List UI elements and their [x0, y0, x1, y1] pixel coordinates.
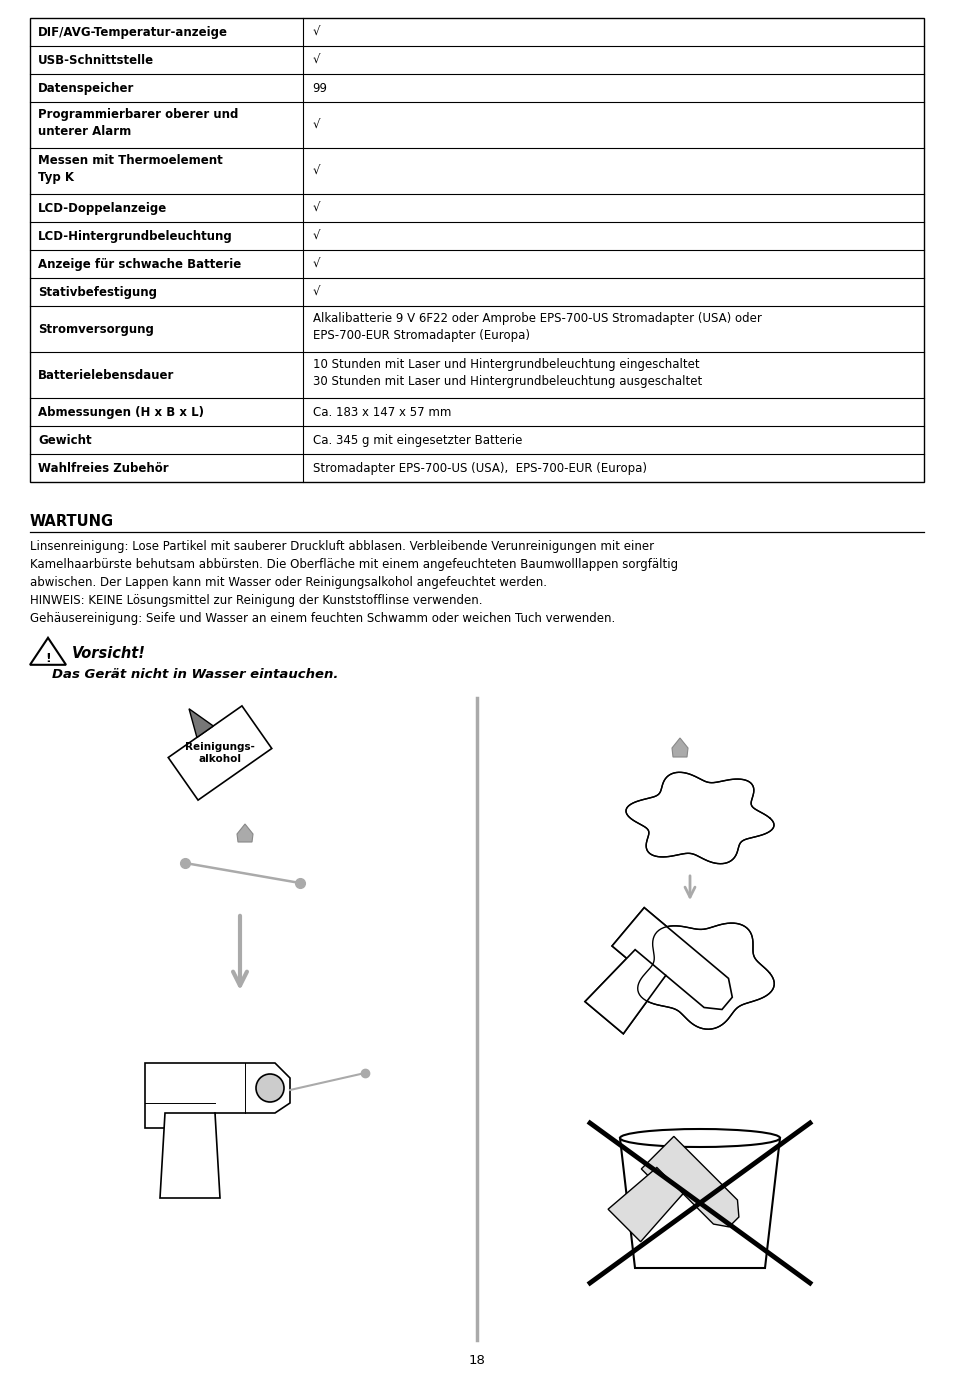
Text: √: √ — [313, 286, 320, 299]
Polygon shape — [637, 923, 774, 1030]
Text: LCD-Doppelanzeige: LCD-Doppelanzeige — [38, 202, 167, 214]
Text: 99: 99 — [313, 82, 327, 94]
Text: √: √ — [313, 229, 320, 242]
Text: √: √ — [313, 257, 320, 271]
Text: Stromadapter EPS-700-US (USA),  EPS-700-EUR (Europa): Stromadapter EPS-700-US (USA), EPS-700-E… — [313, 462, 646, 474]
Text: Anzeige für schwache Batterie: Anzeige für schwache Batterie — [38, 257, 241, 271]
Text: √: √ — [313, 54, 320, 66]
Text: LCD-Hintergrundbeleuchtung: LCD-Hintergrundbeleuchtung — [38, 229, 233, 242]
Circle shape — [255, 1074, 284, 1101]
Text: Alkalibatterie 9 V 6F22 oder Amprobe EPS-700-US Stromadapter (USA) oder
EPS-700-: Alkalibatterie 9 V 6F22 oder Amprobe EPS… — [313, 312, 760, 341]
Text: DIF/AVG-Temperatur-anzeige: DIF/AVG-Temperatur-anzeige — [38, 25, 228, 39]
Polygon shape — [584, 949, 665, 1034]
Text: √: √ — [313, 25, 320, 39]
Polygon shape — [160, 1113, 220, 1198]
Text: Abmessungen (H x B x L): Abmessungen (H x B x L) — [38, 405, 204, 419]
Polygon shape — [612, 908, 732, 1009]
Text: Stromversorgung: Stromversorgung — [38, 322, 153, 336]
Text: Programmierbarer oberer und
unterer Alarm: Programmierbarer oberer und unterer Alar… — [38, 108, 238, 138]
Polygon shape — [619, 1137, 780, 1269]
Polygon shape — [625, 773, 773, 864]
Bar — [168, 706, 272, 800]
Text: Linsenreinigung: Lose Partikel mit sauberer Druckluft abblasen. Verbleibende Ver: Linsenreinigung: Lose Partikel mit saube… — [30, 540, 678, 625]
Text: Reinigungs-
alkohol: Reinigungs- alkohol — [185, 742, 254, 764]
Polygon shape — [145, 1063, 290, 1128]
Polygon shape — [640, 1136, 739, 1227]
Polygon shape — [612, 908, 732, 1009]
Text: Ca. 183 x 147 x 57 mm: Ca. 183 x 147 x 57 mm — [313, 405, 451, 419]
Text: Datenspeicher: Datenspeicher — [38, 82, 134, 94]
Text: Wahlfreies Zubehör: Wahlfreies Zubehör — [38, 462, 169, 474]
Text: √: √ — [313, 164, 320, 177]
Polygon shape — [671, 738, 687, 757]
Polygon shape — [189, 709, 213, 738]
Polygon shape — [236, 824, 253, 842]
Ellipse shape — [619, 1129, 780, 1147]
Bar — [30, 18, 923, 482]
Polygon shape — [584, 949, 665, 1034]
Text: USB-Schnittstelle: USB-Schnittstelle — [38, 54, 154, 66]
Text: Vorsicht!: Vorsicht! — [71, 645, 146, 661]
Text: Das Gerät nicht in Wasser eintauchen.: Das Gerät nicht in Wasser eintauchen. — [52, 668, 338, 681]
Text: !: ! — [45, 651, 51, 665]
Text: Ca. 345 g mit eingesetzter Batterie: Ca. 345 g mit eingesetzter Batterie — [313, 434, 521, 446]
Text: Gewicht: Gewicht — [38, 434, 91, 446]
Text: √: √ — [313, 202, 320, 214]
Text: WARTUNG: WARTUNG — [30, 514, 114, 529]
Text: Stativbefestigung: Stativbefestigung — [38, 286, 157, 299]
Text: 18: 18 — [468, 1353, 485, 1367]
Text: 10 Stunden mit Laser und Hintergrundbeleuchtung eingeschaltet
30 Stunden mit Las: 10 Stunden mit Laser und Hintergrundbele… — [313, 358, 701, 388]
Text: Batterielebensdauer: Batterielebensdauer — [38, 369, 174, 381]
Text: Messen mit Thermoelement
Typ K: Messen mit Thermoelement Typ K — [38, 153, 222, 184]
Polygon shape — [607, 1168, 682, 1242]
Text: √: √ — [313, 119, 320, 131]
